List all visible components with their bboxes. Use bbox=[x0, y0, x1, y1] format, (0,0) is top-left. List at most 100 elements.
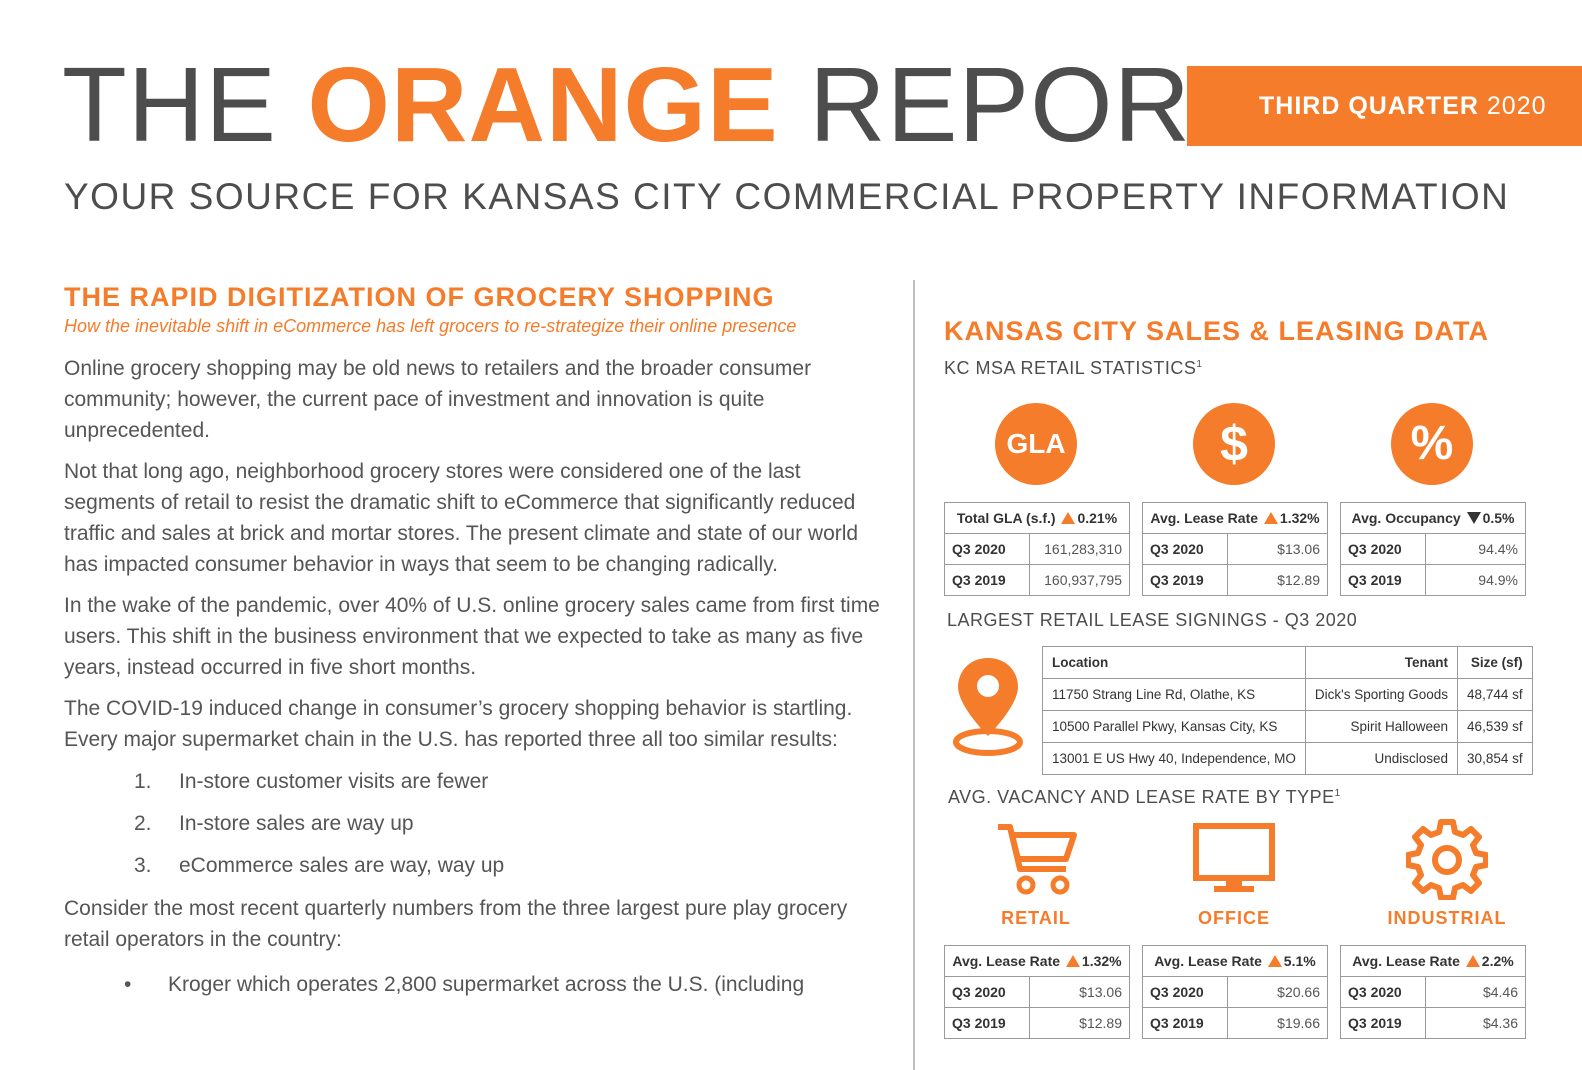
row-label: Q3 2020 bbox=[944, 533, 1030, 565]
stat-change: 0.21% bbox=[1077, 510, 1118, 526]
list-text: In-store sales are way up bbox=[179, 812, 414, 835]
column-divider bbox=[913, 280, 915, 1070]
table-row: 11750 Strang Line Rd, Olathe, KS Dick's … bbox=[1042, 678, 1533, 711]
stat-header: Total GLA (s.f.) 0.21% bbox=[944, 502, 1130, 534]
row-value: 161,283,310 bbox=[1029, 533, 1130, 565]
table-row: Q3 2020 94.4% bbox=[1340, 533, 1526, 565]
list-number: 2. bbox=[134, 812, 152, 835]
vacancy-heading: AVG. VACANCY AND LEASE RATE BY TYPE1 bbox=[948, 787, 1341, 808]
stat-table-retail: Avg. Lease Rate 1.32% Q3 2020 $13.06 Q3 2… bbox=[944, 945, 1130, 1039]
stat-change: 1.32% bbox=[1279, 510, 1320, 526]
stat-header-label: Avg. Lease Rate bbox=[1352, 953, 1460, 969]
list-item: 1. In-store customer visits are fewer bbox=[64, 761, 894, 803]
title-word-the: THE bbox=[62, 46, 277, 164]
cell-location: 13001 E US Hwy 40, Independence, MO bbox=[1042, 742, 1306, 775]
dollar-icon: $ bbox=[1193, 403, 1275, 485]
bullet-dot: • bbox=[124, 973, 132, 996]
footnote-mark: 1 bbox=[1334, 788, 1341, 799]
quarter-year: 2020 bbox=[1486, 92, 1547, 120]
row-value: $13.06 bbox=[1227, 533, 1328, 565]
stat-change: 5.1% bbox=[1283, 953, 1316, 969]
row-value: $12.89 bbox=[1227, 564, 1328, 596]
vacancy-heading-text: AVG. VACANCY AND LEASE RATE BY TYPE bbox=[948, 787, 1335, 807]
stat-header: Avg. Lease Rate 5.1% bbox=[1142, 945, 1328, 977]
row-label: Q3 2019 bbox=[1142, 564, 1228, 596]
article-paragraph: Not that long ago, neighborhood grocery … bbox=[64, 460, 859, 576]
row-value: $20.66 bbox=[1227, 976, 1328, 1008]
table-row: 10500 Parallel Pkwy, Kansas City, KS Spi… bbox=[1042, 710, 1533, 743]
up-arrow-icon bbox=[1065, 955, 1080, 967]
cell-tenant: Spirit Halloween bbox=[1304, 710, 1459, 743]
lease-heading: LARGEST RETAIL LEASE SIGNINGS - Q3 2020 bbox=[947, 610, 1358, 630]
stat-header-label: Avg. Lease Rate bbox=[1154, 953, 1262, 969]
row-value: $4.36 bbox=[1425, 1007, 1526, 1039]
cell-tenant: Undisclosed bbox=[1304, 742, 1459, 775]
report-title: THE ORANGE REPORT bbox=[62, 52, 1255, 158]
results-list: 1. In-store customer visits are fewer 2. I… bbox=[64, 761, 894, 887]
row-value: $4.46 bbox=[1425, 976, 1526, 1008]
column-header-tenant: Tenant bbox=[1304, 646, 1459, 679]
stat-change: 0.5% bbox=[1482, 510, 1515, 526]
stat-header: Avg. Occupancy 0.5% bbox=[1340, 502, 1526, 534]
row-label: Q3 2019 bbox=[1340, 1007, 1426, 1039]
title-word-report: REPORT bbox=[809, 46, 1255, 164]
cell-tenant: Dick's Sporting Goods bbox=[1304, 678, 1459, 711]
up-arrow-icon bbox=[1267, 955, 1282, 967]
row-value: $13.06 bbox=[1029, 976, 1130, 1008]
list-number: 3. bbox=[134, 854, 152, 877]
table-row: 13001 E US Hwy 40, Independence, MO Undi… bbox=[1042, 742, 1533, 775]
article-title: THE RAPID DIGITIZATION OF GROCERY SHOPPI… bbox=[64, 282, 775, 312]
stat-header-label: Avg. Lease Rate bbox=[952, 953, 1061, 969]
stat-header: Avg. Lease Rate 2.2% bbox=[1340, 945, 1526, 977]
row-label: Q3 2019 bbox=[944, 564, 1030, 596]
stat-table-gla: Total GLA (s.f.) 0.21% Q3 2020 161,283,31… bbox=[944, 502, 1130, 596]
stat-header: Avg. Lease Rate 1.32% bbox=[944, 945, 1130, 977]
table-row: Q3 2020 $20.66 bbox=[1142, 976, 1328, 1008]
stat-table-occupancy: Avg. Occupancy 0.5% Q3 2020 94.4% Q3 2019… bbox=[1340, 502, 1526, 596]
lease-table: Location Tenant Size (sf) 11750 Strang L… bbox=[1042, 646, 1533, 775]
type-label-retail: RETAIL bbox=[1001, 908, 1071, 928]
list-text: eCommerce sales are way, way up bbox=[179, 854, 505, 877]
row-label: Q3 2020 bbox=[1142, 976, 1228, 1008]
up-arrow-icon bbox=[1263, 512, 1278, 524]
stat-change: 1.32% bbox=[1081, 953, 1122, 969]
list-item: 3. eCommerce sales are way, way up bbox=[64, 845, 894, 887]
article: THE RAPID DIGITIZATION OF GROCERY SHOPPI… bbox=[64, 280, 894, 1000]
gla-icon: GLA bbox=[995, 403, 1077, 485]
type-label-office: OFFICE bbox=[1198, 908, 1270, 928]
table-row: Q3 2019 94.9% bbox=[1340, 564, 1526, 596]
article-paragraph: In the wake of the pandemic, over 40% of… bbox=[64, 594, 880, 679]
row-label: Q3 2020 bbox=[1340, 533, 1426, 565]
list-number: 1. bbox=[134, 770, 152, 793]
list-text: In-store customer visits are fewer bbox=[179, 770, 489, 793]
row-label: Q3 2020 bbox=[944, 976, 1030, 1008]
row-value: $12.89 bbox=[1029, 1007, 1130, 1039]
table-row: Q3 2019 $19.66 bbox=[1142, 1007, 1328, 1039]
stat-header-label: Avg. Occupancy bbox=[1351, 510, 1461, 526]
row-label: Q3 2019 bbox=[1340, 564, 1426, 596]
article-subtitle: How the inevitable shift in eCommerce ha… bbox=[64, 316, 797, 336]
table-row: Q3 2019 $4.36 bbox=[1340, 1007, 1526, 1039]
data-section-title: KANSAS CITY SALES & LEASING DATA bbox=[944, 316, 1490, 346]
column-header-size: Size (sf) bbox=[1457, 646, 1533, 679]
map-pin-icon bbox=[953, 658, 1023, 756]
quarter-badge: THIRD QUARTER 2020 bbox=[1187, 66, 1582, 146]
retail-stats-heading: KC MSA RETAIL STATISTICS1 bbox=[944, 358, 1202, 379]
column-header-location: Location bbox=[1042, 646, 1306, 679]
gear-icon bbox=[1406, 819, 1488, 900]
cart-icon bbox=[998, 824, 1077, 895]
retail-stats-heading-text: KC MSA RETAIL STATISTICS bbox=[944, 358, 1197, 378]
cell-size: 30,854 sf bbox=[1457, 742, 1533, 775]
cell-location: 11750 Strang Line Rd, Olathe, KS bbox=[1042, 678, 1306, 711]
row-label: Q3 2020 bbox=[1340, 976, 1426, 1008]
table-row: Q3 2019 $12.89 bbox=[944, 1007, 1130, 1039]
list-item: 2. In-store sales are way up bbox=[64, 803, 894, 845]
table-row: Q3 2020 $13.06 bbox=[1142, 533, 1328, 565]
stat-table-office: Avg. Lease Rate 5.1% Q3 2020 $20.66 Q3 20… bbox=[1142, 945, 1328, 1039]
stat-header-label: Total GLA (s.f.) bbox=[956, 510, 1056, 526]
down-arrow-icon bbox=[1466, 512, 1481, 524]
cell-size: 48,744 sf bbox=[1457, 678, 1533, 711]
row-label: Q3 2019 bbox=[1142, 1007, 1228, 1039]
row-label: Q3 2020 bbox=[1142, 533, 1228, 565]
table-header-row: Location Tenant Size (sf) bbox=[1042, 646, 1533, 679]
